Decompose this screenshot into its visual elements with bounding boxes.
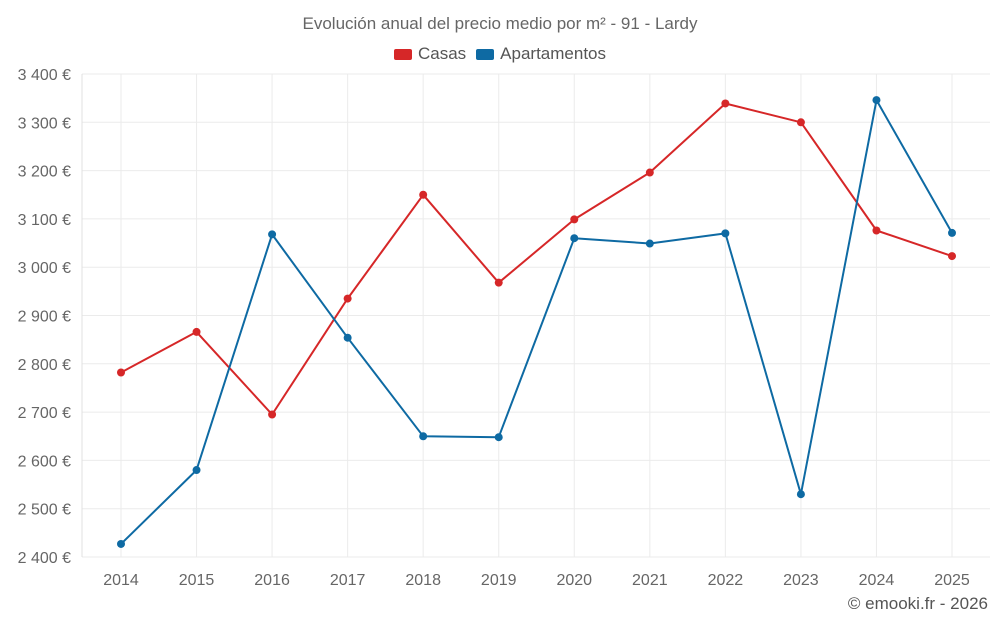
data-point-casas-2018[interactable] [419,190,428,199]
x-tick-label: 2018 [405,572,441,589]
data-point-casas-2019[interactable] [494,278,503,287]
legend-item-casas[interactable]: Casas [393,44,467,64]
x-tick-label: 2016 [254,572,290,589]
y-tick-label: 2 900 € [18,309,71,326]
data-point-apartamentos-2021[interactable] [645,239,654,248]
series-line-apartamentos [120,99,953,545]
data-point-apartamentos-2018[interactable] [419,432,428,441]
data-point-casas-2020[interactable] [570,215,579,224]
x-tick-label: 2022 [708,572,744,589]
y-tick-label: 3 100 € [18,212,71,229]
x-tick-label: 2019 [481,572,517,589]
data-point-apartamentos-2014[interactable] [117,539,125,548]
x-tick-label: 2014 [103,572,139,589]
data-point-casas-2017[interactable] [343,294,352,303]
x-tick-label: 2024 [859,572,895,589]
legend-swatch-casas [393,48,412,60]
data-point-apartamentos-2017[interactable] [343,333,352,342]
data-point-casas-2014[interactable] [117,368,125,377]
y-tick-label: 2 400 € [18,550,71,567]
x-tick-label: 2021 [632,572,668,589]
y-tick-label: 3 400 € [18,67,71,84]
y-tick-label: 2 500 € [18,502,71,519]
data-point-casas-2021[interactable] [645,168,654,177]
data-points [117,96,956,548]
y-tick-label: 2 800 € [18,357,71,374]
copyright-credit: © emooki.fr - 2026 [847,594,988,613]
axes: 2 400 € 2 500 € 2 600 € 2 700 € 2 800 € 2 900… [18,67,970,589]
data-point-apartamentos-2023[interactable] [796,490,805,499]
chart-title: Evolución anual del precio medio por m² … [302,14,698,33]
data-point-casas-2015[interactable] [192,327,201,336]
data-point-apartamentos-2022[interactable] [721,229,730,238]
data-point-casas-2023[interactable] [796,118,805,127]
data-point-apartamentos-2015[interactable] [192,466,201,475]
data-point-apartamentos-2016[interactable] [268,230,277,239]
series-lines [120,99,953,545]
chart-legend: Casas Apartamentos [0,44,1000,64]
x-tick-label: 2020 [556,572,592,589]
legend-label-apartamentos: Apartamentos [500,44,607,63]
legend-item-apartamentos[interactable]: Apartamentos [476,44,606,64]
series-line-casas [120,102,953,416]
x-tick-label: 2023 [783,572,819,589]
y-tick-label: 3 000 € [18,260,71,277]
y-tick-label: 2 700 € [18,405,71,422]
legend-label-casas: Casas [417,44,467,63]
data-point-apartamentos-2025[interactable] [948,228,956,237]
y-tick-label: 3 300 € [18,115,71,132]
legend-swatch-apartamentos [476,48,495,60]
y-tick-label: 3 200 € [18,164,71,181]
y-tick-label: 2 600 € [18,453,71,470]
data-point-apartamentos-2024[interactable] [872,96,881,105]
x-tick-label: 2015 [179,572,215,589]
data-point-casas-2024[interactable] [872,226,881,235]
data-point-apartamentos-2020[interactable] [570,234,579,243]
data-point-casas-2016[interactable] [268,410,277,419]
data-point-apartamentos-2019[interactable] [494,433,503,442]
x-tick-label: 2017 [330,572,366,589]
data-point-casas-2025[interactable] [948,252,956,261]
gridlines [82,73,990,558]
data-point-casas-2022[interactable] [721,99,730,108]
x-tick-label: 2025 [934,572,970,589]
